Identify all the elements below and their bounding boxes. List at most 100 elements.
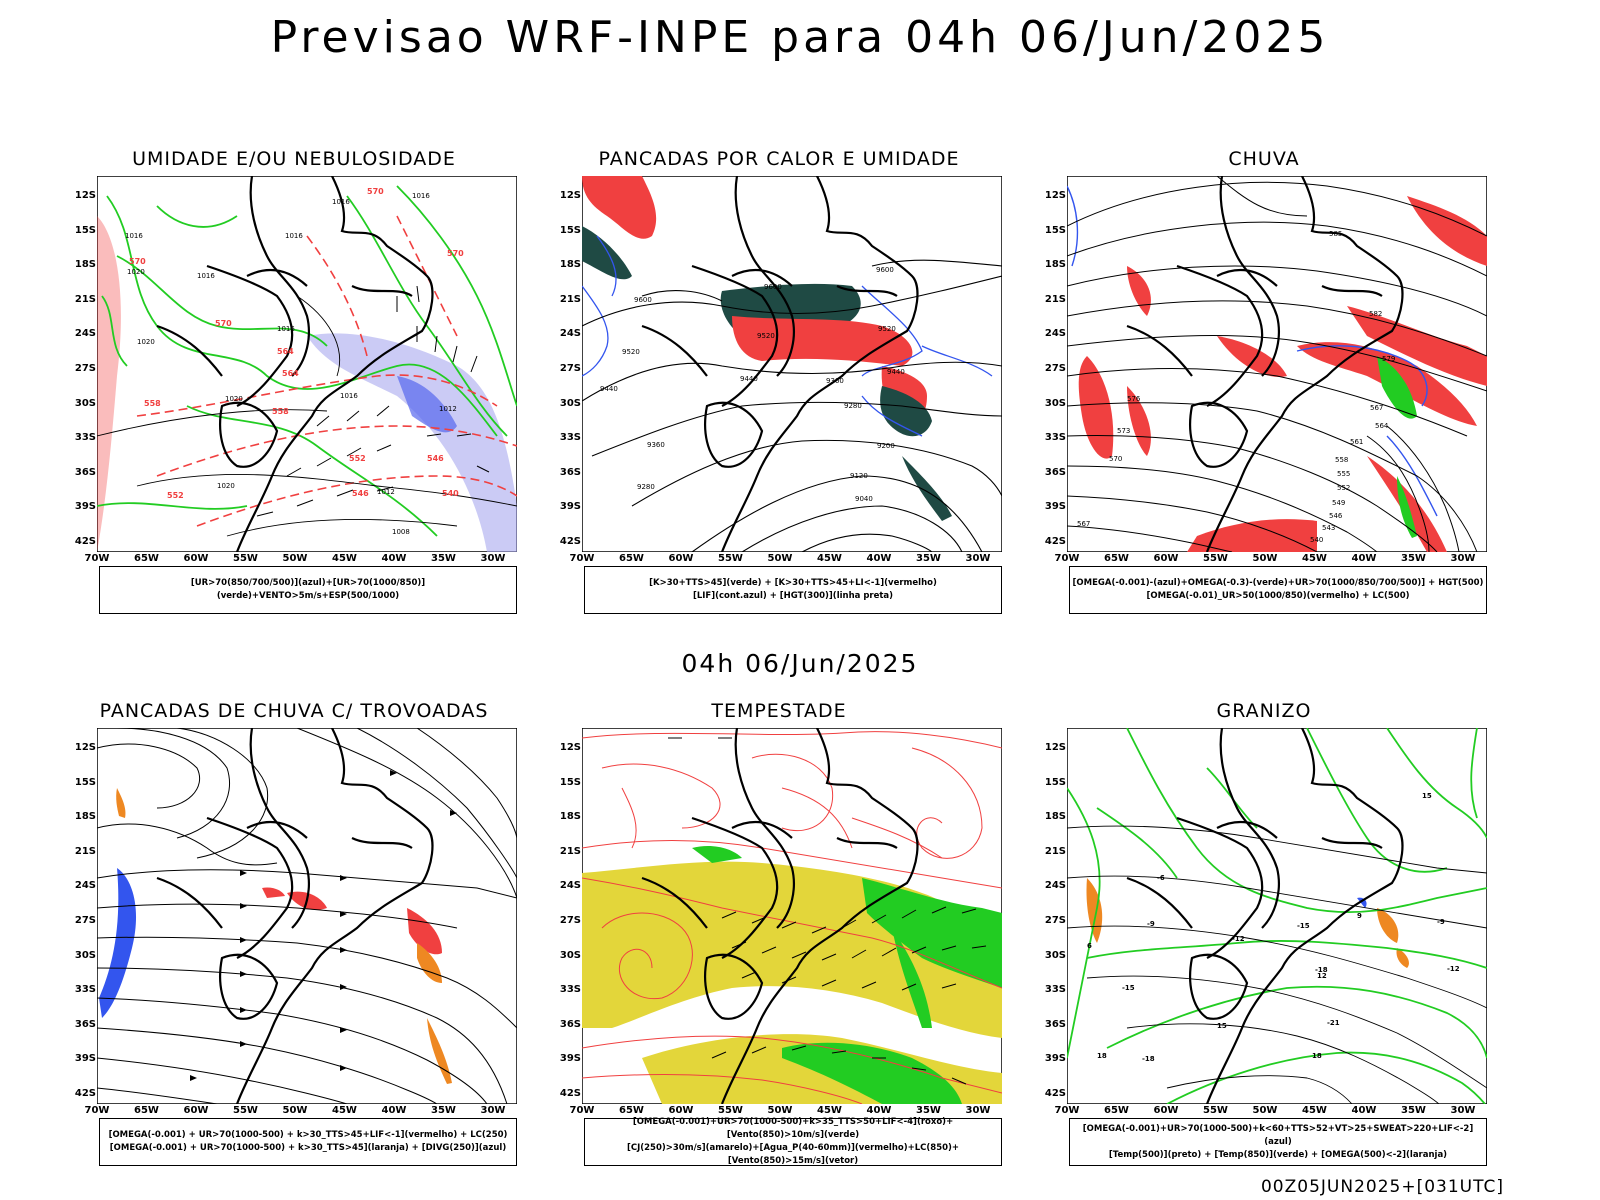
svg-text:-6: -6	[1157, 874, 1165, 882]
lat-tick-label: 15S	[74, 776, 96, 788]
main-title: Previsao WRF-INPE para 04h 06/Jun/2025	[270, 12, 1330, 63]
lat-tick-label: 27S	[74, 363, 96, 374]
lat-tick-label: 33S	[74, 432, 96, 444]
green-contours	[97, 185, 517, 537]
lat-tick-label: 33S	[1044, 984, 1066, 996]
lon-tick-label: 40W	[381, 1105, 407, 1116]
lon-tick-label: 40W	[1351, 1105, 1377, 1116]
panel-legend: [OMEGA(-0.001)+UR>70(1000-500)+k<60+TTS>…	[1069, 1118, 1487, 1166]
svg-text:9520: 9520	[757, 332, 775, 340]
lon-tick-label: 30W	[480, 553, 506, 564]
lat-tick-label: 12S	[1044, 742, 1066, 753]
svg-text:9600: 9600	[634, 296, 652, 304]
lon-tick-label: 65W	[1104, 553, 1129, 564]
red-dashed-contours	[136, 215, 517, 527]
lat-tick-label: 18S	[1044, 811, 1066, 823]
lat-tick-label: 39S	[74, 501, 96, 513]
shading	[97, 216, 517, 552]
lon-tick-label: 50W	[282, 1105, 308, 1116]
lat-tick-label: 24S	[74, 880, 96, 892]
lat-tick-label: 18S	[559, 259, 581, 271]
lat-tick-label: 27S	[74, 915, 96, 926]
svg-text:570: 570	[215, 319, 232, 328]
wind-vectors	[668, 737, 987, 1085]
lon-tick-label: 45W	[817, 553, 842, 564]
svg-text:585: 585	[1329, 230, 1342, 238]
lon-tick-label: 45W	[1302, 553, 1327, 564]
lat-tick-label: 42S	[1044, 536, 1066, 547]
panel-title: CHUVA	[1228, 148, 1300, 170]
lon-tick-label: 35W	[1401, 1105, 1426, 1116]
lat-tick-label: 18S	[74, 811, 96, 823]
lat-tick-label: 15S	[559, 776, 581, 788]
lon-tick-label: 55W	[718, 553, 743, 564]
lon-tick-label: 45W	[817, 1105, 842, 1116]
lon-tick-label: 65W	[1104, 1105, 1129, 1116]
lat-tick-label: 33S	[1044, 432, 1066, 444]
svg-text:9600: 9600	[876, 266, 894, 274]
lat-tick-label: 30S	[1044, 397, 1066, 409]
svg-text:9: 9	[1357, 912, 1362, 920]
lon-tick-label: 30W	[965, 553, 991, 564]
svg-text:-15: -15	[1297, 922, 1310, 930]
lat-tick-label: 42S	[1044, 1088, 1066, 1099]
lat-tick-label: 21S	[559, 845, 581, 857]
svg-text:1012: 1012	[439, 405, 457, 413]
lon-tick-label: 35W	[431, 1105, 456, 1116]
lon-tick-label: 70W	[84, 553, 110, 564]
lon-tick-label: 65W	[134, 1105, 159, 1116]
lat-tick-label: 33S	[559, 432, 581, 444]
svg-text:9440: 9440	[600, 385, 618, 393]
lat-tick-label: 27S	[1044, 915, 1066, 926]
lon-tick-label: 60W	[183, 1105, 209, 1116]
svg-text:582: 582	[1369, 310, 1382, 318]
lat-tick-label: 27S	[559, 363, 581, 374]
panel-umidade: UMIDADE E/OU NEBULOSIDADE	[74, 148, 517, 628]
svg-text:558: 558	[1335, 456, 1348, 464]
lat-tick-label: 42S	[559, 1088, 581, 1099]
lon-tick-label: 40W	[1351, 553, 1377, 564]
svg-text:9280: 9280	[844, 402, 862, 410]
lat-tick-label: 39S	[559, 1053, 581, 1065]
svg-text:546: 546	[352, 489, 369, 498]
svg-text:1016: 1016	[197, 272, 215, 280]
svg-text:570: 570	[367, 187, 384, 196]
lat-tick-label: 30S	[74, 397, 96, 409]
lon-tick-label: 70W	[1054, 553, 1080, 564]
panel-title: UMIDADE E/OU NEBULOSIDADE	[132, 148, 456, 170]
panel-title: TEMPESTADE	[711, 700, 847, 722]
svg-text:-12: -12	[1447, 965, 1460, 973]
lon-tick-label: 55W	[233, 553, 258, 564]
lon-tick-label: 40W	[866, 1105, 892, 1116]
svg-text:1020: 1020	[127, 268, 145, 276]
svg-text:1012: 1012	[377, 488, 395, 496]
lat-tick-label: 33S	[74, 984, 96, 996]
svg-text:9120: 9120	[850, 472, 868, 480]
lon-tick-label: 55W	[233, 1105, 258, 1116]
lat-tick-label: 27S	[1044, 363, 1066, 374]
svg-text:9520: 9520	[622, 348, 640, 356]
lat-tick-label: 36S	[1044, 1018, 1066, 1030]
svg-text:9440: 9440	[887, 368, 905, 376]
lat-tick-label: 12S	[559, 742, 581, 753]
lat-tick-label: 33S	[559, 984, 581, 996]
svg-text:1016: 1016	[412, 192, 430, 200]
lon-tick-label: 50W	[1252, 553, 1278, 564]
svg-text:558: 558	[272, 407, 289, 416]
svg-text:552: 552	[349, 454, 366, 463]
lat-tick-label: 30S	[559, 949, 581, 961]
panel-legend: [OMEGA(-0.001)+UR>70(1000-500)+k>35_TTS>…	[584, 1117, 1002, 1166]
svg-text:561: 561	[1350, 438, 1363, 446]
svg-text:1016: 1016	[125, 232, 143, 240]
temp500-black	[1067, 825, 1487, 1104]
lat-tick-label: 39S	[559, 501, 581, 513]
lat-tick-label: 42S	[74, 536, 96, 547]
lat-tick-label: 12S	[74, 190, 96, 201]
lon-tick-label: 55W	[1203, 1105, 1228, 1116]
panel-tempestade: TEMPESTADE	[559, 700, 1002, 1180]
svg-text:567: 567	[1370, 404, 1383, 412]
lat-tick-label: 18S	[74, 259, 96, 271]
lon-tick-label: 60W	[668, 1105, 694, 1116]
lon-tick-label: 70W	[1054, 1105, 1080, 1116]
lon-tick-label: 50W	[1252, 1105, 1278, 1116]
